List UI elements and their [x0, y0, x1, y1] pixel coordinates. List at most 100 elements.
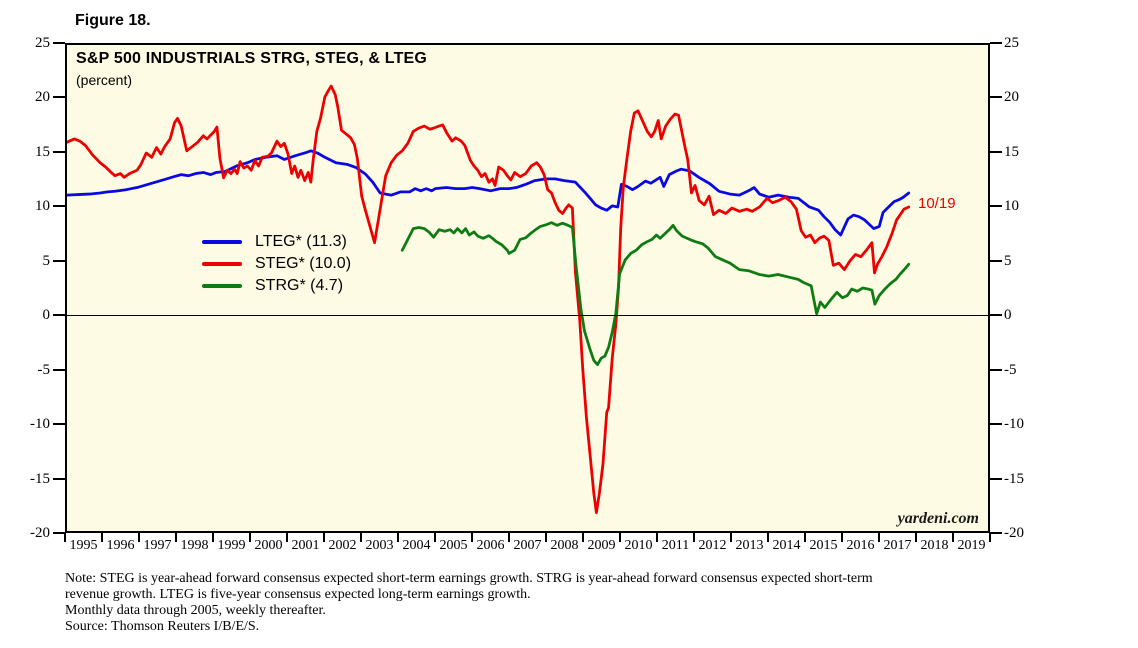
y-tick-label-right: 25 — [1004, 35, 1019, 51]
x-tick-label: 2003 — [365, 538, 394, 553]
x-tick-mark — [286, 533, 288, 542]
legend-row-lteg: LTEG* (11.3) — [202, 231, 351, 253]
x-tick-mark — [952, 533, 954, 542]
y-tick-label-left: 25 — [35, 35, 50, 51]
x-tick-mark — [656, 533, 658, 542]
y-tick-label-left: -5 — [37, 361, 51, 378]
x-tick-mark — [138, 533, 140, 542]
y-tick-label-left: 15 — [35, 143, 50, 160]
x-tick-label: 2000 — [254, 538, 283, 553]
chart-series-canvas — [67, 84, 911, 515]
chart-legend: LTEG* (11.3) STEG* (10.0) STRG* (4.7) — [202, 231, 351, 297]
legend-label-strg: STRG* (4.7) — [255, 277, 344, 294]
x-tick-mark — [360, 533, 362, 542]
x-tick-label: 2012 — [698, 538, 727, 553]
y-tick-mark-left — [53, 42, 65, 44]
y-tick-mark-right — [990, 42, 1002, 44]
steg-line-swatch — [202, 262, 242, 266]
x-tick-label: 2008 — [550, 538, 579, 553]
x-tick-mark — [545, 533, 547, 542]
y-tick-mark-left — [53, 259, 65, 262]
legend-label-lteg: LTEG* (11.3) — [255, 233, 347, 250]
x-tick-mark — [878, 533, 880, 542]
x-tick-label: 2001 — [291, 538, 320, 553]
y-tick-label-right: 15 — [1004, 143, 1019, 160]
y-tick-mark-left — [53, 314, 65, 317]
legend-label-steg: STEG* (10.0) — [255, 255, 352, 272]
x-tick-label: 2010 — [624, 538, 653, 553]
x-tick-label: 2005 — [439, 538, 468, 553]
x-tick-mark — [64, 533, 66, 542]
x-tick-mark — [767, 533, 769, 542]
chart-notes: Note: STEG is year-ahead forward consens… — [65, 571, 873, 635]
x-tick-label: 2002 — [328, 538, 357, 553]
y-tick-label-left: -20 — [30, 525, 50, 541]
x-tick-mark — [915, 533, 917, 542]
x-tick-mark — [804, 533, 806, 542]
y-tick-label-left: 20 — [35, 89, 50, 106]
watermark: yardeni.com — [897, 510, 979, 527]
x-tick-mark — [175, 533, 177, 542]
x-tick-mark — [323, 533, 325, 542]
x-tick-label: 2007 — [513, 538, 542, 553]
x-tick-label: 1999 — [217, 538, 246, 553]
y-tick-mark-left — [53, 532, 65, 534]
y-tick-label-left: -10 — [30, 416, 50, 433]
y-tick-mark-right — [990, 205, 1002, 208]
legend-row-steg: STEG* (10.0) — [202, 253, 351, 275]
y-tick-label-right: -20 — [1004, 525, 1024, 541]
y-tick-label-right: -10 — [1004, 416, 1024, 433]
steg-line — [67, 84, 911, 515]
x-tick-label: 2013 — [735, 538, 764, 553]
y-tick-mark-right — [990, 423, 1002, 426]
chart-subtitle: (percent) — [76, 72, 133, 88]
y-tick-mark-right — [990, 532, 1002, 534]
x-tick-label: 2006 — [476, 538, 505, 553]
note-line-4: Source: Thomson Reuters I/B/E/S. — [65, 619, 260, 634]
y-tick-label-right: 10 — [1004, 198, 1019, 215]
x-tick-mark — [249, 533, 251, 542]
y-tick-mark-left — [53, 150, 65, 153]
y-tick-label-right: -5 — [1004, 361, 1017, 378]
chart-title: S&P 500 INDUSTRIALS STRG, STEG, & LTEG — [76, 50, 428, 67]
y-tick-mark-right — [990, 150, 1002, 153]
x-tick-mark — [693, 533, 695, 542]
x-tick-label: 1997 — [143, 538, 172, 553]
y-tick-mark-left — [53, 368, 65, 371]
x-tick-mark — [212, 533, 214, 542]
note-line-2: revenue growth. LTEG is five-year consen… — [65, 587, 531, 602]
x-tick-label: 2016 — [846, 538, 875, 553]
x-tick-label: 1998 — [180, 538, 209, 553]
x-tick-mark — [730, 533, 732, 542]
y-tick-label-left: 5 — [42, 252, 51, 269]
x-tick-label: 2014 — [772, 538, 801, 553]
y-tick-label-left: 10 — [35, 198, 50, 215]
y-tick-label-left: -15 — [30, 470, 50, 487]
note-line-1: Note: STEG is year-ahead forward consens… — [65, 571, 873, 586]
latest-date-label: 10/19 — [918, 195, 956, 212]
x-tick-label: 2017 — [883, 538, 912, 553]
y-tick-mark-left — [53, 96, 65, 99]
y-tick-label-right: -15 — [1004, 470, 1024, 487]
x-tick-mark — [101, 533, 103, 542]
y-tick-mark-left — [53, 477, 65, 480]
lteg-line — [67, 149, 911, 237]
note-line-3: Monthly data through 2005, weekly therea… — [65, 603, 326, 618]
y-tick-label-right: 5 — [1004, 252, 1012, 269]
y-tick-mark-right — [990, 259, 1002, 262]
x-tick-mark — [397, 533, 399, 542]
x-tick-label: 2009 — [587, 538, 616, 553]
x-tick-mark — [841, 533, 843, 542]
x-tick-label: 2018 — [920, 538, 949, 553]
x-tick-label: 2015 — [809, 538, 838, 553]
lteg-line-swatch — [202, 240, 242, 244]
x-tick-label: 2019 — [957, 538, 986, 553]
strg-line-swatch — [202, 284, 242, 288]
y-tick-mark-left — [53, 205, 65, 208]
x-tick-label: 2011 — [661, 538, 690, 553]
x-tick-label: 1996 — [106, 538, 135, 553]
y-tick-mark-left — [53, 423, 65, 426]
x-tick-mark — [619, 533, 621, 542]
legend-row-strg: STRG* (4.7) — [202, 275, 351, 297]
x-tick-mark — [471, 533, 473, 542]
